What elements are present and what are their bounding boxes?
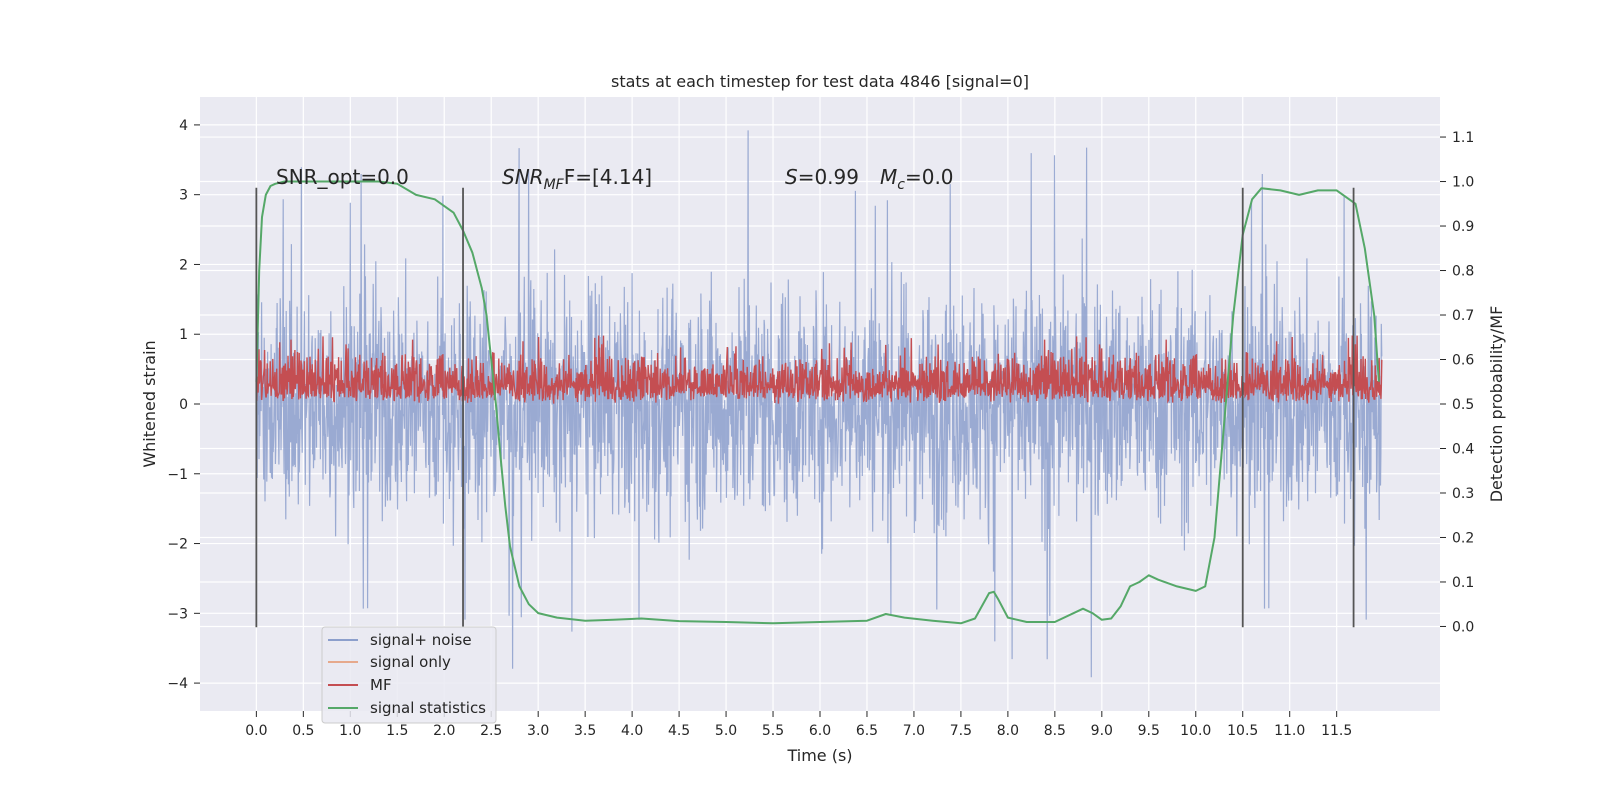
y-axis-ticks: 4 3 2 1 0 −1 −2 −3 −4 xyxy=(167,118,200,692)
y-tick-label-7: −3 xyxy=(167,606,188,622)
x-tick-label-20: 10.0 xyxy=(1180,723,1211,739)
x-tick-label-18: 9.0 xyxy=(1091,723,1113,739)
legend: signal+ noise signal only MF signal stat… xyxy=(321,626,497,724)
x-tick-label-0: 0.0 xyxy=(245,723,267,739)
legend-label-signal-statistics: signal statistics xyxy=(370,699,486,717)
x-tick-label-15: 7.5 xyxy=(950,723,972,739)
y2-tick-label-2: 0.9 xyxy=(1452,219,1474,235)
x-tick-label-7: 3.5 xyxy=(574,723,596,739)
x-tick-label-23: 11.5 xyxy=(1321,723,1352,739)
legend-label-mf: MF xyxy=(370,676,392,694)
snr-mf-name: SNR xyxy=(502,165,544,189)
y-tick-label-5: −1 xyxy=(167,467,188,483)
y2-tick-label-5: 0.6 xyxy=(1452,353,1474,369)
mc-name: M xyxy=(880,165,897,189)
s-annotation: S=0.99 xyxy=(785,165,859,189)
y2-tick-label-1: 1.0 xyxy=(1452,175,1474,191)
series-mf xyxy=(255,335,1383,404)
y2-tick-label-6: 0.5 xyxy=(1452,397,1474,413)
y-axis-label: Whitened strain xyxy=(140,340,159,467)
x-tick-label-3: 1.5 xyxy=(386,723,408,739)
s-value: =0.99 xyxy=(798,165,859,189)
y2-tick-label-0: 1.1 xyxy=(1452,130,1474,146)
snr-mf-value: F=[4.14] xyxy=(564,165,652,189)
s-name: S xyxy=(785,165,798,189)
snr-mf-subscript: MF xyxy=(544,177,565,193)
vertical-markers xyxy=(255,187,1355,628)
legend-label-signal-noise: signal+ noise xyxy=(370,631,472,649)
y-tick-label-6: −2 xyxy=(167,537,188,553)
y2-tick-label-8: 0.3 xyxy=(1452,486,1474,502)
y2-tick-label-7: 0.4 xyxy=(1452,441,1474,457)
x-tick-label-21: 10.5 xyxy=(1227,723,1258,739)
y-tick-label-1: 3 xyxy=(179,188,188,204)
x-tick-label-17: 8.5 xyxy=(1044,723,1066,739)
x-tick-label-10: 5.0 xyxy=(715,723,737,739)
x-axis-ticks: 0.0 0.5 1.0 1.5 2.0 2.5 3.0 3.5 4.0 4.5 5.0 5.5 6.0 6… xyxy=(245,711,1352,739)
y-tick-label-0: 4 xyxy=(179,118,188,134)
legend-label-signal-only: signal only xyxy=(370,653,451,671)
y-tick-label-3: 1 xyxy=(179,327,188,343)
snr-opt-annotation: SNR_opt=0.0 xyxy=(276,165,409,189)
x-tick-label-2: 1.0 xyxy=(339,723,361,739)
x-tick-label-22: 11.0 xyxy=(1274,723,1305,739)
series-layer xyxy=(255,130,1383,678)
chart-title: stats at each timestep for test data 484… xyxy=(611,72,1029,91)
y2-tick-label-11: 0.0 xyxy=(1452,619,1474,635)
x-tick-label-8: 4.0 xyxy=(621,723,643,739)
x-tick-label-13: 6.5 xyxy=(856,723,878,739)
y2-tick-label-9: 0.2 xyxy=(1452,530,1474,546)
series-signal-statistics xyxy=(255,180,1380,625)
x-tick-label-4: 2.0 xyxy=(433,723,455,739)
y2-axis-ticks: 1.1 1.0 0.9 0.8 0.7 0.6 0.5 0.4 0.3 0.2 0.1 0.0 xyxy=(1440,130,1474,635)
x-tick-label-14: 7.0 xyxy=(903,723,925,739)
mc-annotation: Mc=0.0 xyxy=(880,165,954,193)
x-tick-label-5: 2.5 xyxy=(480,723,502,739)
y2-tick-label-4: 0.7 xyxy=(1452,308,1474,324)
mc-value: =0.0 xyxy=(905,165,954,189)
y-tick-label-2: 2 xyxy=(179,257,188,273)
y2-tick-label-3: 0.8 xyxy=(1452,264,1474,280)
legend-box xyxy=(321,626,497,724)
x-tick-label-12: 6.0 xyxy=(809,723,831,739)
x-tick-label-1: 0.5 xyxy=(292,723,314,739)
snr-mf-annotation: SNRMFF=[4.14] xyxy=(502,165,652,193)
y-tick-label-4: 0 xyxy=(179,397,188,413)
x-axis-label: Time (s) xyxy=(786,746,852,765)
y-tick-label-8: −4 xyxy=(167,676,188,692)
x-tick-label-6: 3.0 xyxy=(527,723,549,739)
x-tick-label-9: 4.5 xyxy=(668,723,690,739)
y2-tick-label-10: 0.1 xyxy=(1452,575,1474,591)
mc-subscript: c xyxy=(897,177,905,193)
x-tick-label-11: 5.5 xyxy=(762,723,784,739)
x-tick-label-19: 9.5 xyxy=(1138,723,1160,739)
x-tick-label-16: 8.0 xyxy=(997,723,1019,739)
y2-axis-label: Detection probability/MF xyxy=(1487,306,1506,503)
